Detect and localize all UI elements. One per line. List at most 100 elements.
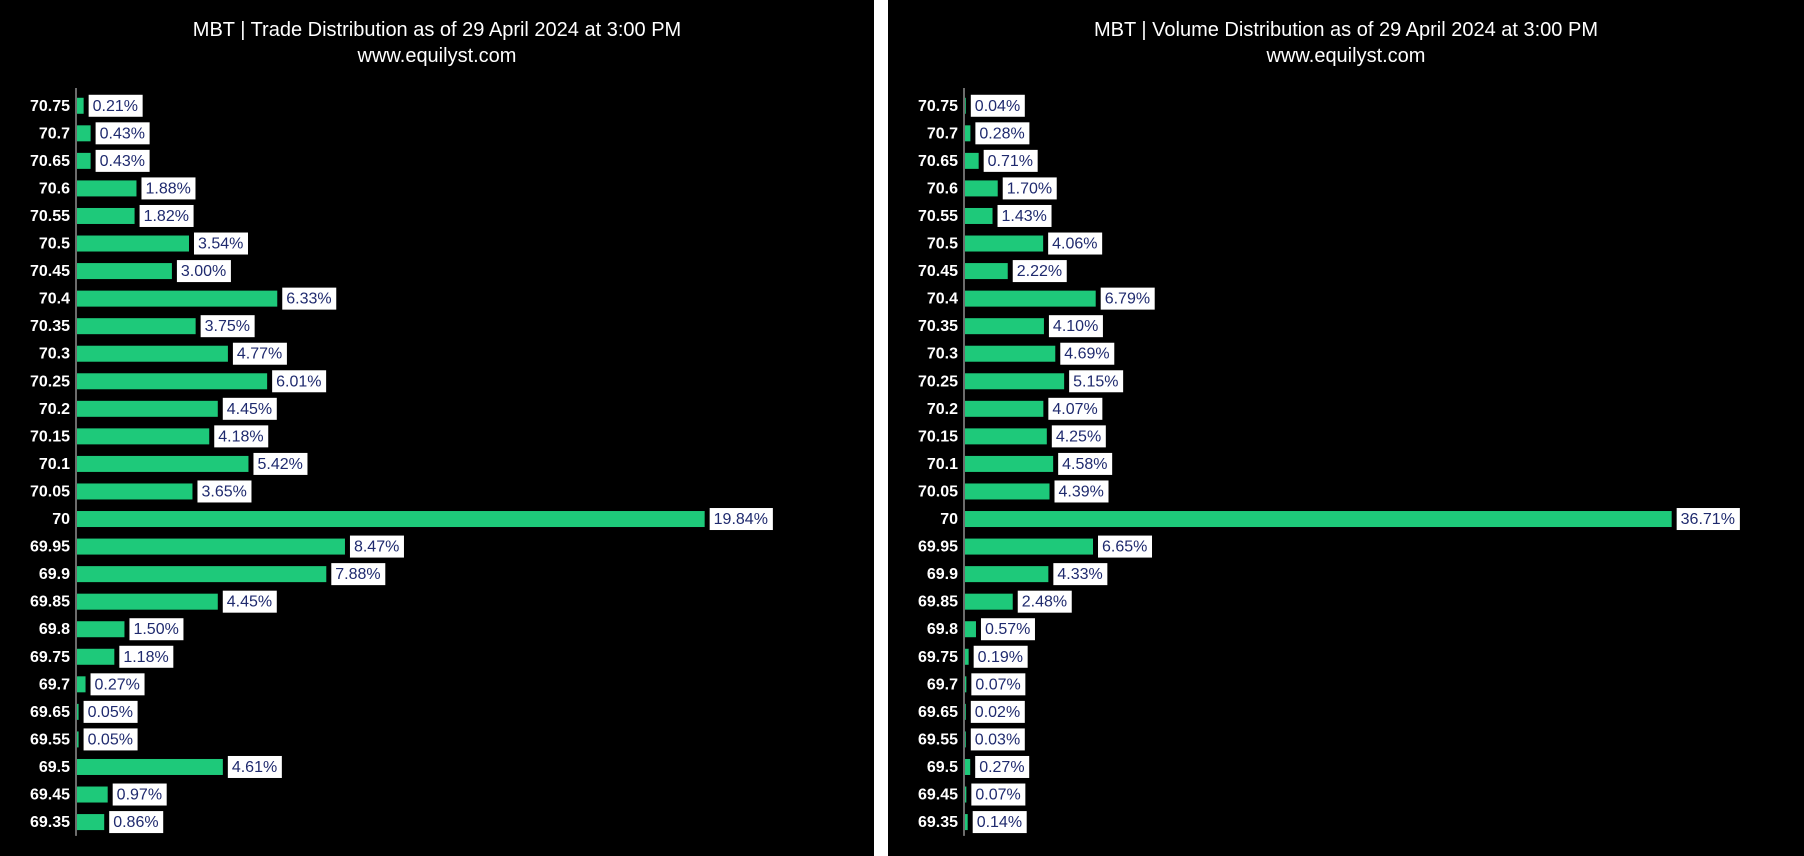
category-tick-label: 70.2 xyxy=(927,401,958,418)
category-tick-label: 69.8 xyxy=(927,621,958,638)
category-tick-label: 69.45 xyxy=(30,787,70,804)
data-label: 0.28% xyxy=(979,125,1024,142)
bar xyxy=(965,648,969,665)
data-label-box xyxy=(193,232,248,255)
data-label: 4.77% xyxy=(237,346,282,363)
bar xyxy=(965,235,1044,252)
data-label: 3.54% xyxy=(198,236,243,253)
data-label: 4.45% xyxy=(227,401,272,418)
data-label-box xyxy=(141,177,196,200)
bar xyxy=(965,511,1672,528)
data-label: 6.33% xyxy=(286,291,331,308)
bar xyxy=(965,786,967,803)
data-label-box xyxy=(1017,590,1072,613)
data-label-box xyxy=(139,204,194,227)
data-label: 1.18% xyxy=(123,649,168,666)
bar xyxy=(77,676,86,693)
category-tick-label: 70 xyxy=(940,511,958,528)
bar xyxy=(965,758,971,775)
data-label: 2.22% xyxy=(1017,263,1062,280)
category-tick-label: 70.6 xyxy=(39,180,70,197)
category-tick-label: 70.45 xyxy=(918,263,958,280)
data-label: 5.15% xyxy=(1073,373,1118,390)
volume-distribution-plot: 70.75 0.04% 70.7 0.28% 70.65 0.71% 70.6 1.70% 70… xyxy=(918,88,1740,836)
bar xyxy=(77,373,268,390)
data-label-box xyxy=(83,700,138,723)
category-tick-label: 69.7 xyxy=(39,676,70,693)
data-label: 4.45% xyxy=(227,594,272,611)
data-label-box xyxy=(227,755,282,778)
data-label-box xyxy=(1100,287,1155,310)
data-label-box xyxy=(1058,452,1113,475)
chart-subtitle: www.equilyst.com xyxy=(1266,45,1426,67)
category-tick-label: 69.55 xyxy=(30,731,70,748)
bar xyxy=(77,566,327,583)
data-label: 0.27% xyxy=(95,676,140,693)
bar xyxy=(965,125,971,142)
data-label: 0.04% xyxy=(975,98,1020,115)
data-label: 3.75% xyxy=(205,318,250,335)
data-label-box xyxy=(1012,260,1067,283)
data-label-box xyxy=(1053,563,1108,586)
data-label: 1.82% xyxy=(144,208,189,225)
category-tick-label: 70.3 xyxy=(927,346,958,363)
category-tick-label: 69.65 xyxy=(30,704,70,721)
bar xyxy=(77,731,79,748)
bar xyxy=(77,263,172,280)
bar xyxy=(77,593,218,610)
data-label: 6.79% xyxy=(1105,291,1150,308)
data-label: 1.88% xyxy=(145,180,190,197)
category-tick-label: 70.5 xyxy=(39,236,70,253)
data-label: 3.00% xyxy=(181,263,226,280)
data-label-box xyxy=(349,535,404,558)
trade-distribution-plot: 70.75 0.21% 70.7 0.43% 70.65 0.43% 70.6 1.88% 70… xyxy=(30,88,773,836)
data-label: 36.71% xyxy=(1681,511,1735,528)
bar xyxy=(77,511,705,528)
bar xyxy=(965,703,966,720)
data-label: 0.05% xyxy=(88,704,133,721)
category-tick-label: 70.25 xyxy=(30,373,70,390)
bar xyxy=(965,400,1044,417)
category-tick-label: 69.65 xyxy=(918,704,958,721)
bar xyxy=(77,648,115,665)
category-tick-label: 70.1 xyxy=(927,456,958,473)
category-tick-label: 70.2 xyxy=(39,401,70,418)
data-label-box xyxy=(222,590,277,613)
category-tick-label: 69.45 xyxy=(918,787,958,804)
data-label: 4.25% xyxy=(1056,428,1101,445)
data-label-box xyxy=(119,645,174,668)
data-label: 4.58% xyxy=(1062,456,1107,473)
data-label: 0.07% xyxy=(975,787,1020,804)
bar xyxy=(77,97,84,114)
category-tick-label: 70.65 xyxy=(30,153,70,170)
bar xyxy=(965,373,1065,390)
data-label-box xyxy=(1002,177,1057,200)
data-label-box xyxy=(90,673,145,696)
data-label-box xyxy=(272,370,327,393)
data-label: 0.86% xyxy=(113,814,158,831)
bar xyxy=(77,235,189,252)
category-tick-label: 69.9 xyxy=(39,566,70,583)
data-label: 8.47% xyxy=(354,539,399,556)
data-label-box xyxy=(973,645,1028,668)
data-label: 4.07% xyxy=(1052,401,1097,418)
category-tick-label: 70.7 xyxy=(39,125,70,142)
data-label: 1.70% xyxy=(1007,180,1052,197)
bar xyxy=(77,814,105,831)
bar xyxy=(965,207,993,224)
category-tick-label: 70.35 xyxy=(30,318,70,335)
bar xyxy=(77,180,137,197)
bar xyxy=(965,290,1096,307)
category-tick-label: 70.3 xyxy=(39,346,70,363)
bar xyxy=(77,538,345,555)
category-tick-label: 69.8 xyxy=(39,621,70,638)
data-label: 4.69% xyxy=(1064,346,1109,363)
category-tick-label: 69.95 xyxy=(30,539,70,556)
bar xyxy=(77,152,91,169)
data-label-box xyxy=(971,783,1026,806)
data-label: 0.03% xyxy=(975,731,1020,748)
data-label-box xyxy=(282,287,337,310)
data-label-box xyxy=(1060,342,1115,365)
category-tick-label: 70 xyxy=(52,511,70,528)
data-label: 0.07% xyxy=(975,676,1020,693)
